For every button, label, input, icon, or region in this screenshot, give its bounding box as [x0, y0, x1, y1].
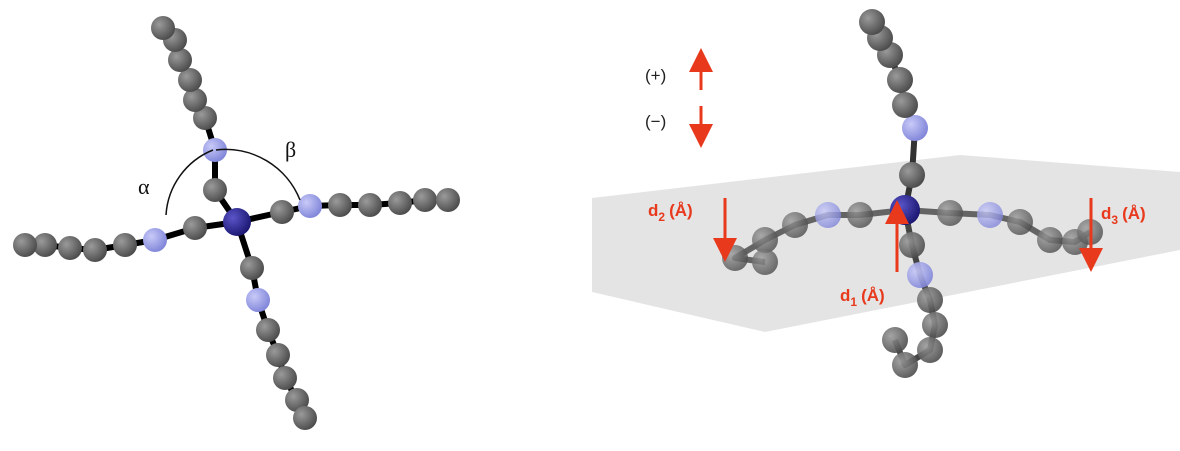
carbon-atom: [1037, 227, 1063, 253]
carbon-atom: [899, 162, 925, 188]
carbon-atom: [168, 48, 192, 72]
nitrogen-atom: [143, 228, 167, 252]
nitrogen-atom: [902, 115, 928, 141]
carbon-atom: [113, 233, 137, 257]
nitrogen-atom: [246, 288, 270, 312]
alpha-label: α: [138, 174, 150, 199]
carbon-atom: [203, 178, 227, 202]
carbon-atom: [13, 233, 37, 257]
minus-label: (−): [645, 112, 666, 131]
carbon-atom: [58, 236, 82, 260]
plus-label: (+): [645, 66, 666, 85]
nitrogen-atom: [298, 194, 322, 218]
left-molecule: [13, 16, 460, 430]
carbon-atom: [293, 406, 317, 430]
carbon-atom: [752, 249, 778, 275]
nitrogen-atom: [907, 262, 933, 288]
carbon-atom: [892, 92, 918, 118]
carbon-atom: [899, 232, 925, 258]
d1-index: 1: [850, 295, 857, 309]
d2-symbol: d: [648, 201, 658, 220]
carbon-atom: [917, 337, 943, 363]
carbon-atom: [413, 188, 437, 212]
carbon-atom: [917, 287, 943, 313]
d2-index: 2: [658, 210, 665, 224]
carbon-atom: [83, 238, 107, 262]
carbon-atom: [782, 212, 808, 238]
nitrogen-atom: [977, 202, 1003, 228]
carbon-atom: [436, 188, 460, 212]
beta-label: β: [285, 137, 296, 162]
metal-atom: [223, 208, 251, 236]
carbon-atom: [256, 318, 280, 342]
carbon-atom: [882, 327, 908, 353]
carbon-atom: [892, 352, 918, 378]
carbon-atom: [388, 191, 412, 215]
carbon-atom: [859, 9, 885, 35]
d1-unit: (Å): [861, 286, 885, 305]
carbon-atom: [183, 216, 207, 240]
carbon-atom: [328, 193, 352, 217]
d1-symbol: d: [840, 286, 850, 305]
carbon-atom: [183, 88, 207, 112]
figure: α β (+) (−) d2(Å) d3(Å) d1(Å): [0, 0, 1180, 451]
carbon-atom: [240, 256, 264, 280]
carbon-atom: [1007, 209, 1033, 235]
carbon-atom: [270, 200, 294, 224]
carbon-atom: [273, 366, 297, 390]
d3-index: 3: [1111, 213, 1118, 227]
d3-symbol: d: [1101, 204, 1111, 223]
carbon-atom: [358, 193, 382, 217]
carbon-atom: [151, 16, 175, 40]
metal-atom: [890, 195, 920, 225]
right-panel: [592, 9, 1180, 378]
carbon-atom: [937, 200, 963, 226]
d3-unit: (Å): [1122, 204, 1146, 223]
carbon-atom: [266, 343, 290, 367]
carbon-atom: [922, 312, 948, 338]
carbon-atom: [847, 202, 873, 228]
carbon-atom: [887, 67, 913, 93]
nitrogen-atom: [815, 202, 841, 228]
d2-unit: (Å): [669, 201, 693, 220]
